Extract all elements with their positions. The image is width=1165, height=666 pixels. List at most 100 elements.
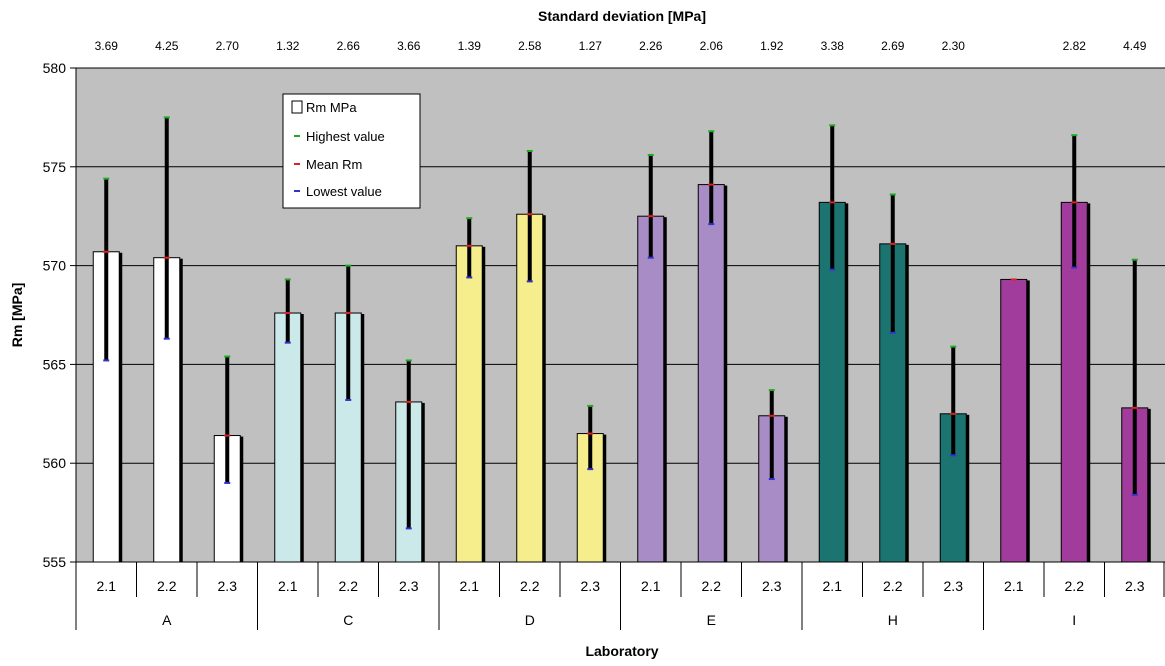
mean-marker: [224, 434, 231, 437]
x-tick-label: 2.2: [339, 578, 359, 594]
x-group-label: D: [525, 612, 535, 628]
mean-marker: [526, 213, 533, 216]
legend-marker-mean: [294, 163, 300, 165]
mean-marker: [708, 183, 715, 186]
bar: [455, 245, 483, 563]
mean-marker: [466, 244, 473, 247]
x-group-label: H: [888, 612, 898, 628]
highest-marker: [405, 359, 412, 362]
std-dev-value: 3.66: [397, 39, 421, 53]
bar: [516, 213, 544, 563]
x-group-label: C: [343, 612, 353, 628]
x-tick-label: 2.2: [520, 578, 540, 594]
mean-marker: [587, 432, 594, 435]
bar-group-E-2.3: [758, 389, 788, 563]
legend-swatch-rm: [291, 100, 303, 114]
x-tick-label: 2.1: [97, 578, 117, 594]
highest-marker: [768, 389, 775, 392]
lowest-marker: [405, 527, 412, 530]
x-tick-label: 2.3: [399, 578, 419, 594]
std-dev-value: 4.25: [155, 39, 179, 53]
lowest-marker: [708, 223, 715, 226]
mean-marker: [103, 250, 110, 253]
mean-marker: [829, 201, 836, 204]
legend-label-highest: Highest value: [306, 129, 385, 144]
legend-box: [282, 93, 421, 209]
x-axis: 2.1 2.2 2.3 2.1 2.2 2.3 2.1 2.2 2.3 2.1 2.2 2.3 2.1 2…: [75, 561, 1165, 630]
bar-group-A-2.2: [153, 116, 183, 563]
lowest-marker: [889, 331, 896, 334]
x-tick-label: 2.3: [944, 578, 964, 594]
lowest-marker: [163, 337, 170, 340]
bar-group-I-2.3: [1121, 258, 1151, 563]
std-dev-value: 2.69: [881, 39, 905, 53]
bar-group-H-2.1: [818, 124, 849, 563]
y-axis-title: Rm [MPa]: [9, 283, 25, 348]
lowest-marker: [345, 398, 352, 401]
mean-marker: [768, 414, 775, 417]
highest-marker: [224, 355, 231, 358]
bar-group-C-2.3: [395, 359, 425, 563]
lowest-marker: [647, 256, 654, 259]
highest-marker: [284, 278, 291, 281]
std-dev-value: 2.26: [639, 39, 663, 53]
std-dev-value: 3.69: [95, 39, 119, 53]
x-tick-label: 2.1: [641, 578, 661, 594]
bar-group-H-2.3: [939, 345, 970, 563]
bar-group-I-2.1: [1000, 278, 1030, 563]
mean-marker: [284, 312, 291, 315]
lowest-marker: [224, 481, 231, 484]
bar-group-H-2.2: [879, 193, 909, 563]
bar-group-A-2.1: [92, 177, 123, 563]
lowest-marker: [1131, 493, 1138, 496]
std-dev-value: 3.38: [821, 39, 845, 53]
mean-marker: [1010, 278, 1017, 281]
lowest-marker: [768, 478, 775, 481]
highest-marker: [1131, 258, 1138, 261]
legend-label-rm: Rm MPa: [306, 100, 357, 115]
x-axis-title: Laboratory: [585, 643, 658, 659]
std-dev-value: 2.06: [700, 39, 724, 53]
bar-group-D-2.1: [455, 217, 486, 563]
x-group-label: E: [707, 612, 716, 628]
legend-label-mean: Mean Rm: [306, 157, 362, 172]
bar-group-C-2.1: [274, 278, 304, 563]
plot-area: [76, 68, 1165, 562]
std-dev-value: 1.27: [579, 39, 603, 53]
x-group-label: A: [162, 612, 172, 628]
std-dev-value: 1.32: [276, 39, 300, 53]
std-dev-value: 2.70: [216, 39, 240, 53]
bar: [697, 184, 725, 563]
bar-group-C-2.2: [334, 264, 365, 563]
highest-marker: [163, 116, 170, 119]
highest-marker: [345, 264, 352, 267]
std-dev-value: 2.82: [1063, 39, 1087, 53]
bar: [1000, 278, 1028, 563]
std-dev-value: 2.58: [518, 39, 542, 53]
highest-marker: [1071, 134, 1078, 137]
lowest-marker: [284, 341, 291, 344]
lowest-marker: [1071, 266, 1078, 269]
legend-label-lowest: Lowest value: [306, 184, 382, 199]
x-tick-label: 2.1: [460, 578, 480, 594]
bar: [274, 312, 302, 563]
bar-group-A-2.3: [213, 355, 244, 563]
mean-marker: [889, 242, 896, 245]
x-tick-label: 2.1: [823, 578, 843, 594]
x-tick-label: 2.3: [218, 578, 238, 594]
mean-marker: [1131, 406, 1138, 409]
bar-group-D-2.3: [576, 404, 607, 563]
bars: [92, 116, 1151, 563]
mean-marker: [405, 400, 412, 403]
highest-marker: [647, 153, 654, 156]
y-axis: 555 560 565 570 575 580: [43, 60, 77, 570]
legend-marker-highest: [294, 135, 300, 137]
legend: Rm MPa Highest value Mean Rm Lowest valu…: [282, 93, 421, 209]
lowest-marker: [829, 268, 836, 271]
x-tick-label: 2.2: [157, 578, 177, 594]
chart-title: Standard deviation [MPa]: [538, 8, 706, 24]
std-dev-value: 2.30: [942, 39, 966, 53]
x-tick-label: 2.2: [1065, 578, 1085, 594]
highest-marker: [950, 345, 957, 348]
